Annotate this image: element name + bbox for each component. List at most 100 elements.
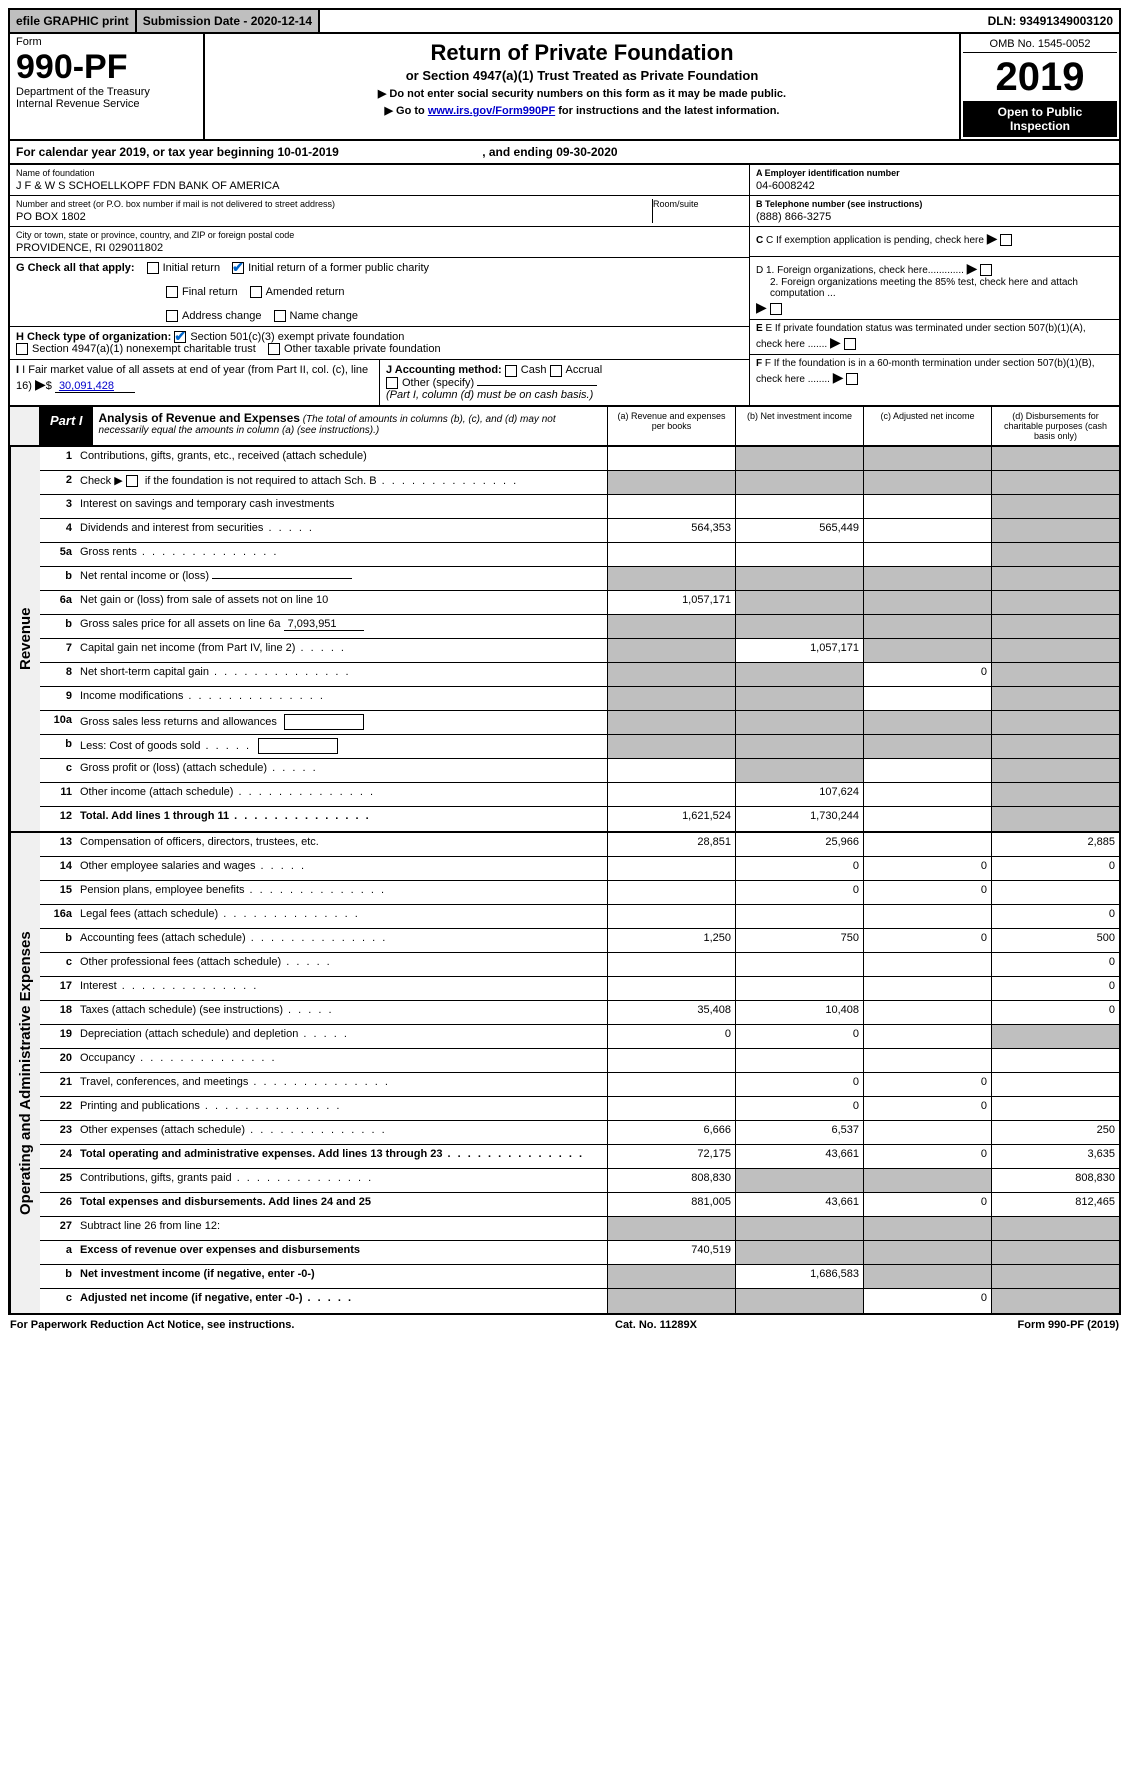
chk-other-method[interactable] <box>386 377 398 389</box>
chk-4947[interactable] <box>16 343 28 355</box>
other-specify-line[interactable] <box>477 385 597 386</box>
header-right: OMB No. 1545-0052 2019 Open to Public In… <box>959 34 1119 139</box>
room-label: Room/suite <box>653 199 743 209</box>
e-cell: E E If private foundation status was ter… <box>750 320 1119 355</box>
chk-final[interactable] <box>166 286 178 298</box>
row-27b: bNet investment income (if negative, ent… <box>40 1265 1119 1289</box>
cal-begin: 10-01-2019 <box>277 145 338 159</box>
r15-desc: Pension plans, employee benefits <box>76 881 607 904</box>
chk-f[interactable] <box>846 373 858 385</box>
g-o1: Initial return <box>163 262 220 274</box>
row-5b: bNet rental income or (loss) <box>40 567 1119 591</box>
r7-desc: Capital gain net income (from Part IV, l… <box>76 639 607 662</box>
g-o2: Initial return of a former public charit… <box>248 262 429 274</box>
c-label: C If exemption application is pending, c… <box>766 235 984 246</box>
row-25: 25Contributions, gifts, grants paid808,8… <box>40 1169 1119 1193</box>
row-2: 2Check ▶ if the foundation is not requir… <box>40 471 1119 495</box>
r10a-desc: Gross sales less returns and allowances <box>76 711 607 734</box>
open-public-badge: Open to Public Inspection <box>963 101 1117 137</box>
row-14: 14Other employee salaries and wages000 <box>40 857 1119 881</box>
calendar-year-row: For calendar year 2019, or tax year begi… <box>8 141 1121 165</box>
e-label: E If private foundation status was termi… <box>756 323 1086 350</box>
fmv-value[interactable]: 30,091,428 <box>55 380 135 393</box>
row-26: 26Total expenses and disbursements. Add … <box>40 1193 1119 1217</box>
chk-cash[interactable] <box>505 365 517 377</box>
r10b-desc: Less: Cost of goods sold <box>76 735 607 758</box>
instr-goto: ▶ Go to www.irs.gov/Form990PF for instru… <box>213 104 951 117</box>
r17-desc: Interest <box>76 977 607 1000</box>
name-label: Name of foundation <box>16 168 743 178</box>
chk-accrual[interactable] <box>550 365 562 377</box>
part1-label: Part I <box>40 407 93 445</box>
form-subtitle: or Section 4947(a)(1) Trust Treated as P… <box>213 68 951 83</box>
i-cell: I I Fair market value of all assets at e… <box>10 360 380 404</box>
row-16b: bAccounting fees (attach schedule)1,2507… <box>40 929 1119 953</box>
r25-desc: Contributions, gifts, grants paid <box>76 1169 607 1192</box>
row-19: 19Depreciation (attach schedule) and dep… <box>40 1025 1119 1049</box>
r6a-desc: Net gain or (loss) from sale of assets n… <box>76 591 607 614</box>
submission-date: Submission Date - 2020-12-14 <box>137 10 320 32</box>
efile-print-button[interactable]: efile GRAPHIC print <box>10 10 137 32</box>
dept-treasury: Department of the Treasury <box>16 86 197 98</box>
row-12: 12Total. Add lines 1 through 111,621,524… <box>40 807 1119 831</box>
row-27c: cAdjusted net income (if negative, enter… <box>40 1289 1119 1313</box>
r10c-desc: Gross profit or (loss) (attach schedule) <box>76 759 607 782</box>
row-27a: aExcess of revenue over expenses and dis… <box>40 1241 1119 1265</box>
h-label: H Check type of organization: <box>16 331 171 343</box>
r9-desc: Income modifications <box>76 687 607 710</box>
page-footer: For Paperwork Reduction Act Notice, see … <box>8 1315 1121 1335</box>
ein-cell: A Employer identification number 04-6008… <box>750 165 1119 196</box>
r5b-desc: Net rental income or (loss) <box>76 567 607 590</box>
name-cell: Name of foundation J F & W S SCHOELLKOPF… <box>10 165 749 196</box>
chk-amended[interactable] <box>250 286 262 298</box>
r19-desc: Depreciation (attach schedule) and deple… <box>76 1025 607 1048</box>
chk-other-taxable[interactable] <box>268 343 280 355</box>
row-6a: 6aNet gain or (loss) from sale of assets… <box>40 591 1119 615</box>
street-address: PO BOX 1802 <box>16 211 652 223</box>
r16a-desc: Legal fees (attach schedule) <box>76 905 607 928</box>
row-16a: 16aLegal fees (attach schedule)0 <box>40 905 1119 929</box>
b-label: B Telephone number (see instructions) <box>756 199 922 209</box>
h-o2: Section 4947(a)(1) nonexempt charitable … <box>32 343 256 355</box>
chk-d2[interactable] <box>770 303 782 315</box>
header-mid: Return of Private Foundation or Section … <box>205 34 959 139</box>
chk-d1[interactable] <box>980 264 992 276</box>
chk-e[interactable] <box>844 338 856 350</box>
instr-pre: ▶ Go to <box>385 105 428 117</box>
col-d-hdr: (d) Disbursements for charitable purpose… <box>991 407 1119 445</box>
row-10c: cGross profit or (loss) (attach schedule… <box>40 759 1119 783</box>
j-other: Other (specify) <box>402 377 474 389</box>
entity-info: Name of foundation J F & W S SCHOELLKOPF… <box>8 165 1121 407</box>
chk-initial-former[interactable] <box>232 262 244 274</box>
chk-addr-change[interactable] <box>166 310 178 322</box>
j-note: (Part I, column (d) must be on cash basi… <box>386 389 593 401</box>
address-row: Number and street (or P.O. box number if… <box>10 196 749 227</box>
f-label: F If the foundation is in a 60-month ter… <box>756 358 1095 385</box>
expenses-vert-label: Operating and Administrative Expenses <box>10 833 40 1313</box>
row-22: 22Printing and publications00 <box>40 1097 1119 1121</box>
r1-desc: Contributions, gifts, grants, etc., rece… <box>76 447 607 470</box>
part1-header: Part I Analysis of Revenue and Expenses … <box>8 407 1121 447</box>
chk-name-change[interactable] <box>274 310 286 322</box>
addr-label: Number and street (or P.O. box number if… <box>16 199 652 209</box>
r20-desc: Occupancy <box>76 1049 607 1072</box>
chk-c[interactable] <box>1000 234 1012 246</box>
irs-link[interactable]: www.irs.gov/Form990PF <box>428 105 555 117</box>
omb-number: OMB No. 1545-0052 <box>963 36 1117 53</box>
j-accrual: Accrual <box>566 364 603 376</box>
header-left: Form 990-PF Department of the Treasury I… <box>10 34 205 139</box>
g-o6: Name change <box>290 310 359 322</box>
chk-501c3[interactable] <box>174 331 186 343</box>
c-cell: C C If exemption application is pending,… <box>750 227 1119 257</box>
r18-desc: Taxes (attach schedule) (see instruction… <box>76 1001 607 1024</box>
chk-initial[interactable] <box>147 262 159 274</box>
form-header: Form 990-PF Department of the Treasury I… <box>8 34 1121 141</box>
part1-title: Analysis of Revenue and Expenses <box>99 411 300 425</box>
revenue-table: Revenue 1Contributions, gifts, grants, e… <box>8 447 1121 833</box>
row-15: 15Pension plans, employee benefits00 <box>40 881 1119 905</box>
i-j-row: I I Fair market value of all assets at e… <box>10 360 749 404</box>
row-4: 4Dividends and interest from securities5… <box>40 519 1119 543</box>
chk-sch-b[interactable] <box>126 475 138 487</box>
instr-ssn: ▶ Do not enter social security numbers o… <box>213 87 951 100</box>
row-24: 24Total operating and administrative exp… <box>40 1145 1119 1169</box>
